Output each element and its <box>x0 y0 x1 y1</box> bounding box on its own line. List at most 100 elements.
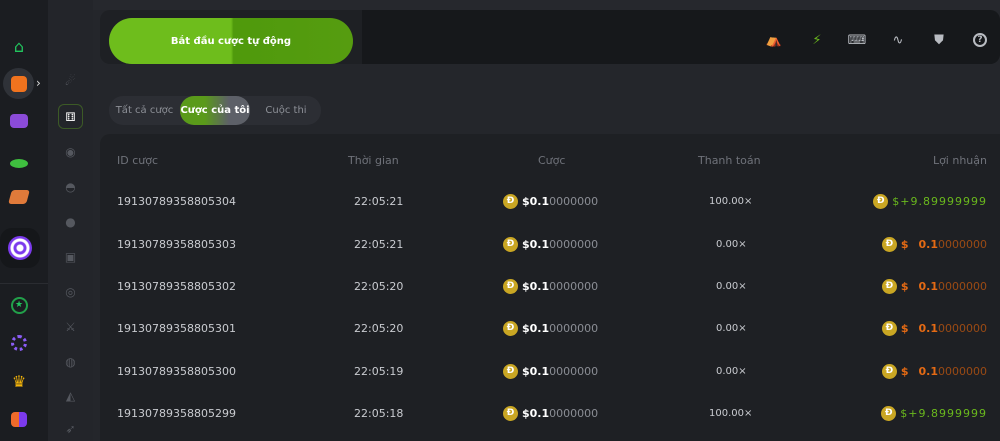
puzzle-icon[interactable] <box>6 406 32 432</box>
profit: Đ $+ 9.89999999 <box>873 191 987 211</box>
profit-value: 0.1 <box>918 237 939 251</box>
keyboard-icon[interactable]: ⌨ <box>847 32 867 48</box>
profit-sign: $ <box>900 237 909 251</box>
coin-icon: Đ <box>503 193 518 209</box>
bet-amount-main: $0.1 <box>522 194 550 208</box>
coin-icon: Đ <box>881 278 897 294</box>
profit-value: 0.1 <box>918 321 939 335</box>
bet-amount-main: $0.1 <box>522 364 550 378</box>
header-id: ID cược <box>117 154 159 167</box>
sword-icon[interactable]: ⚔ <box>65 319 76 334</box>
start-auto-bet-button[interactable]: Bắt đầu cược tự động <box>109 18 353 64</box>
profit-sign: $ <box>900 364 909 378</box>
bet-amount: Đ $0.1 0000000 <box>503 191 598 211</box>
coin-icon: Đ <box>503 363 518 379</box>
profit-decimals: 0000000 <box>938 321 987 335</box>
table-row[interactable]: 19130789358805304 22:05:21 Đ $0.1 0000000… <box>100 191 1000 211</box>
bet-id[interactable]: 19130789358805299 <box>117 406 236 420</box>
dice-nav-active[interactable] <box>3 68 34 99</box>
table-row[interactable]: 19130789358805302 22:05:20 Đ $0.1 0000000… <box>100 276 1000 296</box>
lightning-icon[interactable]: ⚡ <box>812 32 822 48</box>
toolbar <box>362 10 1000 64</box>
coin-icon: Đ <box>881 363 897 379</box>
bet-id[interactable]: 19130789358805301 <box>117 321 236 335</box>
target-icon[interactable] <box>0 228 40 268</box>
keno-icon[interactable]: ◎ <box>65 284 76 299</box>
bet-amount-main: $0.1 <box>522 406 550 420</box>
chevron-right-icon[interactable]: › <box>36 76 41 90</box>
roulette-icon[interactable]: ◉ <box>65 144 76 159</box>
nav-divider <box>0 283 48 284</box>
profit-value: 0.1 <box>918 279 939 293</box>
dice-icon[interactable]: ⚅ <box>58 104 83 129</box>
primary-nav: ⌂ › ★ ♛ <box>0 0 48 441</box>
acorn-icon[interactable]: ⛊ <box>934 32 944 48</box>
limbo-icon[interactable]: ▣ <box>64 249 77 264</box>
rocket-icon[interactable]: ➶ <box>65 421 76 436</box>
tab-contest[interactable]: Cuộc thi <box>265 105 307 116</box>
payout: 100.00× <box>709 195 753 207</box>
profit-value: 9.8999999 <box>918 406 987 420</box>
chart-curve-icon[interactable]: ∿ <box>892 32 904 48</box>
game-nav: ☄ ⚅ ◉ ◓ ● ▣ ◎ ⚔ ◍ ◭ ➶ <box>48 0 93 441</box>
coin-icon: Đ <box>503 278 518 294</box>
payout: 0.00× <box>716 280 747 292</box>
bet-id[interactable]: 19130789358805303 <box>117 237 236 251</box>
header-profit: Lợi nhuận <box>932 154 987 167</box>
table-row[interactable]: 19130789358805300 22:05:19 Đ $0.1 0000000… <box>100 361 1000 381</box>
mines-icon[interactable]: ◓ <box>65 179 76 194</box>
bet-amount-decimals: 0000000 <box>549 364 599 378</box>
tab-all-bets[interactable]: Tất cả cược <box>115 105 174 116</box>
wheel-icon[interactable]: ◍ <box>65 354 76 369</box>
profit: Đ $0.1 0000000 <box>881 234 987 254</box>
bet-amount-decimals: 0000000 <box>549 321 599 335</box>
bet-tabs: Tất cả cược Cược của tôi Cuộc thi <box>109 96 321 125</box>
bet-amount-decimals: 0000000 <box>549 279 599 293</box>
bet-amount-main: $0.1 <box>522 279 550 293</box>
bet-time: 22:05:19 <box>354 364 404 378</box>
table-row[interactable]: 19130789358805299 22:05:18 Đ $0.1 0000000… <box>100 403 1000 423</box>
table-row[interactable]: 19130789358805301 22:05:20 Đ $0.1 0000000… <box>100 318 1000 338</box>
cards-icon[interactable] <box>6 184 32 210</box>
help-icon[interactable]: ? <box>970 30 990 50</box>
bet-amount-main: $0.1 <box>522 321 550 335</box>
bet-time: 22:05:20 <box>354 279 404 293</box>
hilo-icon[interactable]: ◭ <box>65 388 76 403</box>
payout: 0.00× <box>716 322 747 334</box>
circle-icon[interactable] <box>6 330 32 356</box>
theater-icon[interactable]: ⛺ <box>765 32 783 48</box>
profit-sign: $+ <box>892 194 911 208</box>
coin-icon: Đ <box>873 193 889 209</box>
bet-time: 22:05:21 <box>354 237 404 251</box>
bet-id[interactable]: 19130789358805300 <box>117 364 236 378</box>
profit-sign: $+ <box>900 406 919 420</box>
dice-icon <box>10 75 27 92</box>
coin-icon: Đ <box>503 320 518 336</box>
bet-id[interactable]: 19130789358805304 <box>117 194 236 208</box>
plinko-icon[interactable]: ● <box>65 214 76 229</box>
crown-icon[interactable]: ♛ <box>11 371 27 391</box>
crash-icon[interactable]: ☄ <box>65 73 76 88</box>
slots-icon[interactable] <box>6 108 32 134</box>
bet-amount-decimals: 0000000 <box>549 194 599 208</box>
bet-id[interactable]: 19130789358805302 <box>117 279 236 293</box>
coin-icon: Đ <box>503 236 518 252</box>
bet-time: 22:05:18 <box>354 406 404 420</box>
bet-amount: Đ $0.1 0000000 <box>503 318 598 338</box>
profit: Đ $+ 9.8999999 <box>881 403 987 423</box>
header-time: Thời gian <box>348 154 399 167</box>
live-casino-icon[interactable] <box>6 146 32 172</box>
profit-decimals: 0000000 <box>938 237 987 251</box>
bet-amount: Đ $0.1 0000000 <box>503 276 598 296</box>
profit-sign: $ <box>900 279 909 293</box>
tab-my-bets[interactable]: Cược của tôi <box>180 96 250 125</box>
table-row[interactable]: 19130789358805303 22:05:21 Đ $0.1 0000000… <box>100 234 1000 254</box>
profit-decimals: 0000000 <box>938 279 987 293</box>
bet-time: 22:05:20 <box>354 321 404 335</box>
profit: Đ $0.1 0000000 <box>881 361 987 381</box>
coin-icon: Đ <box>503 405 518 421</box>
star-icon[interactable]: ★ <box>6 292 32 318</box>
bet-amount: Đ $0.1 0000000 <box>503 234 598 254</box>
profit: Đ $0.1 0000000 <box>881 318 987 338</box>
home-icon[interactable]: ⌂ <box>13 36 25 56</box>
